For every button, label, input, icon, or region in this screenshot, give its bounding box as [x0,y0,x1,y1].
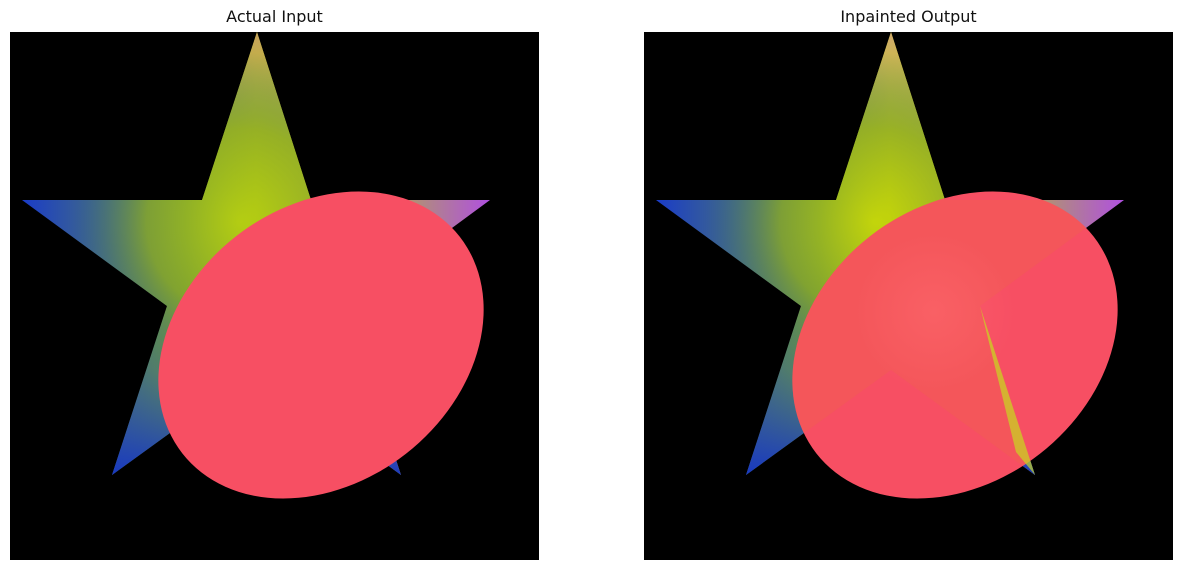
actual-input-image [10,32,539,560]
panel-title-actual-input: Actual Input [226,7,323,26]
red-ellipse [158,191,484,499]
blended-star-region [731,127,1124,475]
panel-title-inpainted-output: Inpainted Output [840,7,977,26]
inpainted-output-image [644,32,1173,560]
